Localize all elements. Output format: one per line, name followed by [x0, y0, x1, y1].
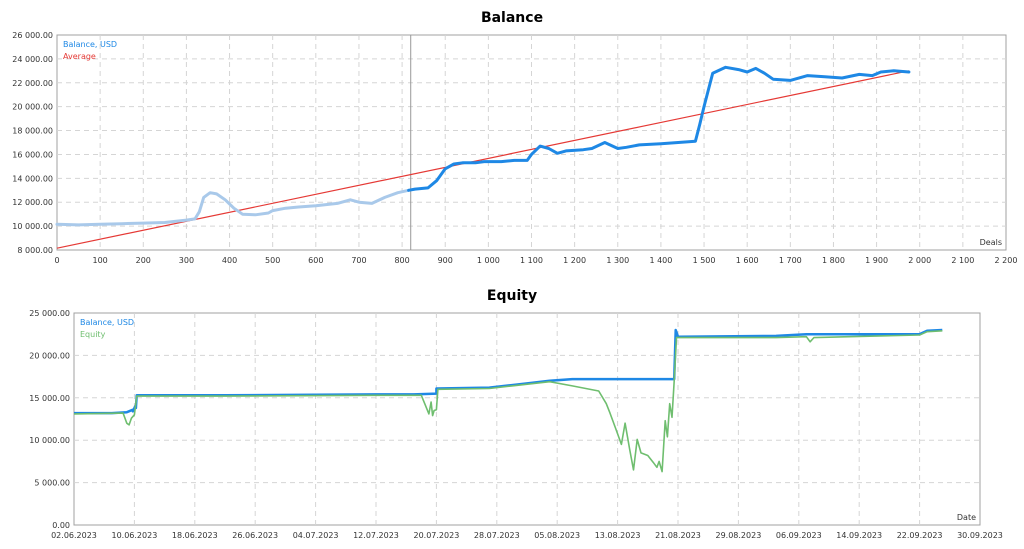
balance-x-tick-label: 800 — [394, 256, 409, 265]
balance-x-tick-label: 1 000 — [477, 256, 500, 265]
equity-x-tick-label: 06.09.2023 — [776, 531, 822, 540]
equity-x-tick-label: 29.08.2023 — [715, 531, 761, 540]
equity-x-tick-label: 05.08.2023 — [534, 531, 580, 540]
balance-x-tick-label: 1 200 — [563, 256, 586, 265]
equity-y-tick-label: 10 000.00 — [29, 436, 70, 445]
balance-x-tick-label: 0 — [54, 256, 59, 265]
balance-y-tick-label: 10 000.00 — [12, 222, 53, 231]
equity-legend-entry: Equity — [80, 330, 106, 339]
balance-chart: 8 000.00 10 000.00 12 000.00 14 000.00 16 00… — [12, 31, 1018, 265]
balance-x-tick-label: 1 800 — [822, 256, 845, 265]
balance-y-tick-label: 18 000.00 — [12, 127, 53, 136]
equity-x-tick-label: 26.06.2023 — [232, 531, 278, 540]
equity-chart: 0.00 5 000.00 10 000.00 15 000.00 20 000.00 2… — [29, 309, 1003, 540]
equity-series-balance-usd-line — [74, 328, 943, 415]
balance-x-tick-label: 1 600 — [736, 256, 759, 265]
balance-x-tick-label: 1 700 — [779, 256, 802, 265]
balance-y-tick-label: 24 000.00 — [12, 55, 53, 64]
balance-y-tick-label: 16 000.00 — [12, 150, 53, 159]
equity-x-tick-label: 18.06.2023 — [172, 531, 218, 540]
balance-x-tick-label: 2 100 — [951, 256, 974, 265]
equity-plot-area — [73, 312, 981, 526]
equity-x-tick-label: 12.07.2023 — [353, 531, 399, 540]
equity-y-tick-label: 25 000.00 — [29, 309, 70, 318]
balance-x-tick-label: 400 — [222, 256, 237, 265]
balance-x-tick-label: 600 — [308, 256, 323, 265]
equity-x-tick-label: 13.08.2023 — [595, 531, 641, 540]
balance-x-axis-label: Deals — [980, 238, 1002, 247]
balance-chart-title: Balance — [480, 10, 544, 26]
equity-x-tick-label: 02.06.2023 — [51, 531, 97, 540]
equity-x-tick-label: 10.06.2023 — [111, 531, 157, 540]
equity-y-tick-label: 15 000.00 — [29, 394, 70, 403]
balance-series-average-line — [56, 70, 910, 249]
balance-y-tick-label: 22 000.00 — [12, 79, 53, 88]
balance-x-tick-label: 2 000 — [908, 256, 931, 265]
balance-x-tick-label: 900 — [438, 256, 453, 265]
balance-x-tick-label: 500 — [265, 256, 280, 265]
balance-series-balance-usd-line — [407, 65, 911, 192]
balance-plot-area — [56, 34, 1007, 251]
equity-y-tick-label: 20 000.00 — [29, 351, 70, 360]
balance-x-tick-label: 1 400 — [649, 256, 672, 265]
balance-x-tick-label: 1 900 — [865, 256, 888, 265]
equity-x-tick-label: 20.07.2023 — [413, 531, 459, 540]
balance-legend-entry: Balance, USD — [63, 40, 117, 49]
equity-y-tick-label: 0.00 — [52, 521, 70, 530]
equity-x-tick-label: 22.09.2023 — [897, 531, 943, 540]
balance-x-tick-label: 100 — [92, 256, 107, 265]
balance-y-tick-label: 8 000.00 — [17, 246, 53, 255]
equity-series-equity-line — [73, 330, 943, 473]
equity-y-tick-label: 5 000.00 — [34, 479, 70, 488]
balance-y-tick-label: 12 000.00 — [12, 198, 53, 207]
balance-x-tick-label: 2 200 — [995, 256, 1018, 265]
balance-y-tick-label: 20 000.00 — [12, 103, 53, 112]
balance-y-tick-label: 14 000.00 — [12, 174, 53, 183]
equity-x-axis-label: Date — [957, 513, 976, 522]
balance-x-tick-label: 200 — [136, 256, 151, 265]
balance-y-tick-label: 26 000.00 — [12, 31, 53, 40]
balance-x-tick-label: 1 100 — [520, 256, 543, 265]
balance-x-tick-label: 300 — [179, 256, 194, 265]
equity-x-tick-label: 04.07.2023 — [293, 531, 339, 540]
equity-x-tick-label: 30.09.2023 — [957, 531, 1003, 540]
equity-x-tick-label: 21.08.2023 — [655, 531, 701, 540]
balance-x-tick-label: 1 500 — [693, 256, 716, 265]
equity-x-tick-label: 28.07.2023 — [474, 531, 520, 540]
balance-x-tick-label: 700 — [351, 256, 366, 265]
equity-legend-entry: Balance, USD — [80, 318, 134, 327]
balance-legend-entry: Average — [63, 52, 96, 61]
balance-x-tick-label: 1 300 — [606, 256, 629, 265]
equity-x-tick-label: 14.09.2023 — [836, 531, 882, 540]
balance-series-balance-usd-line-past — [55, 188, 411, 227]
equity-chart-title: Equity — [486, 288, 538, 304]
